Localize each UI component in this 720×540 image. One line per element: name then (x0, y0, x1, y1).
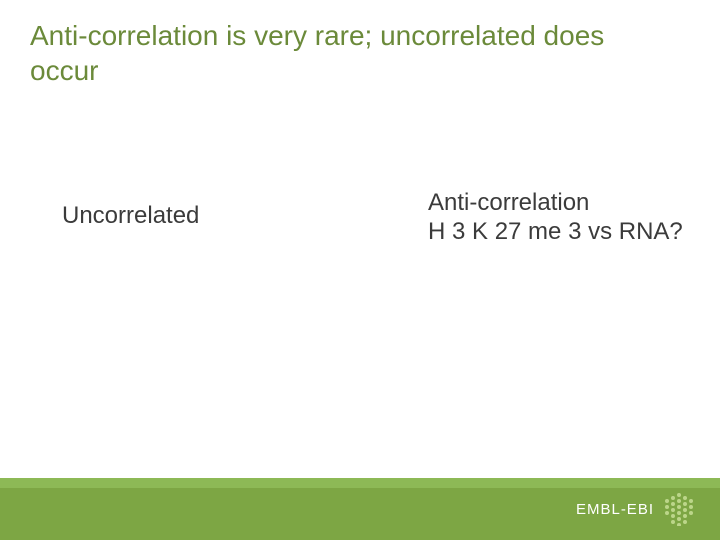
slide-title: Anti-correlation is very rare; uncorrela… (30, 18, 630, 88)
footer-logo: EMBL-EBI (576, 492, 694, 526)
uncorrelated-label: Uncorrelated (62, 202, 199, 230)
hex-dot-grid (665, 493, 693, 526)
footer-accent-stripe (0, 478, 720, 488)
logo-text: EMBL-EBI (576, 501, 654, 518)
slide: Anti-correlation is very rare; uncorrela… (0, 0, 720, 540)
anticorrelation-line1: Anti-correlation (428, 189, 589, 216)
logo-mark-icon (664, 492, 694, 526)
anticorrelation-label: Anti-correlation H 3 K 27 me 3 vs RNA? (428, 188, 683, 247)
anticorrelation-line2: H 3 K 27 me 3 vs RNA? (428, 218, 683, 245)
footer-bar: EMBL-EBI (0, 478, 720, 540)
